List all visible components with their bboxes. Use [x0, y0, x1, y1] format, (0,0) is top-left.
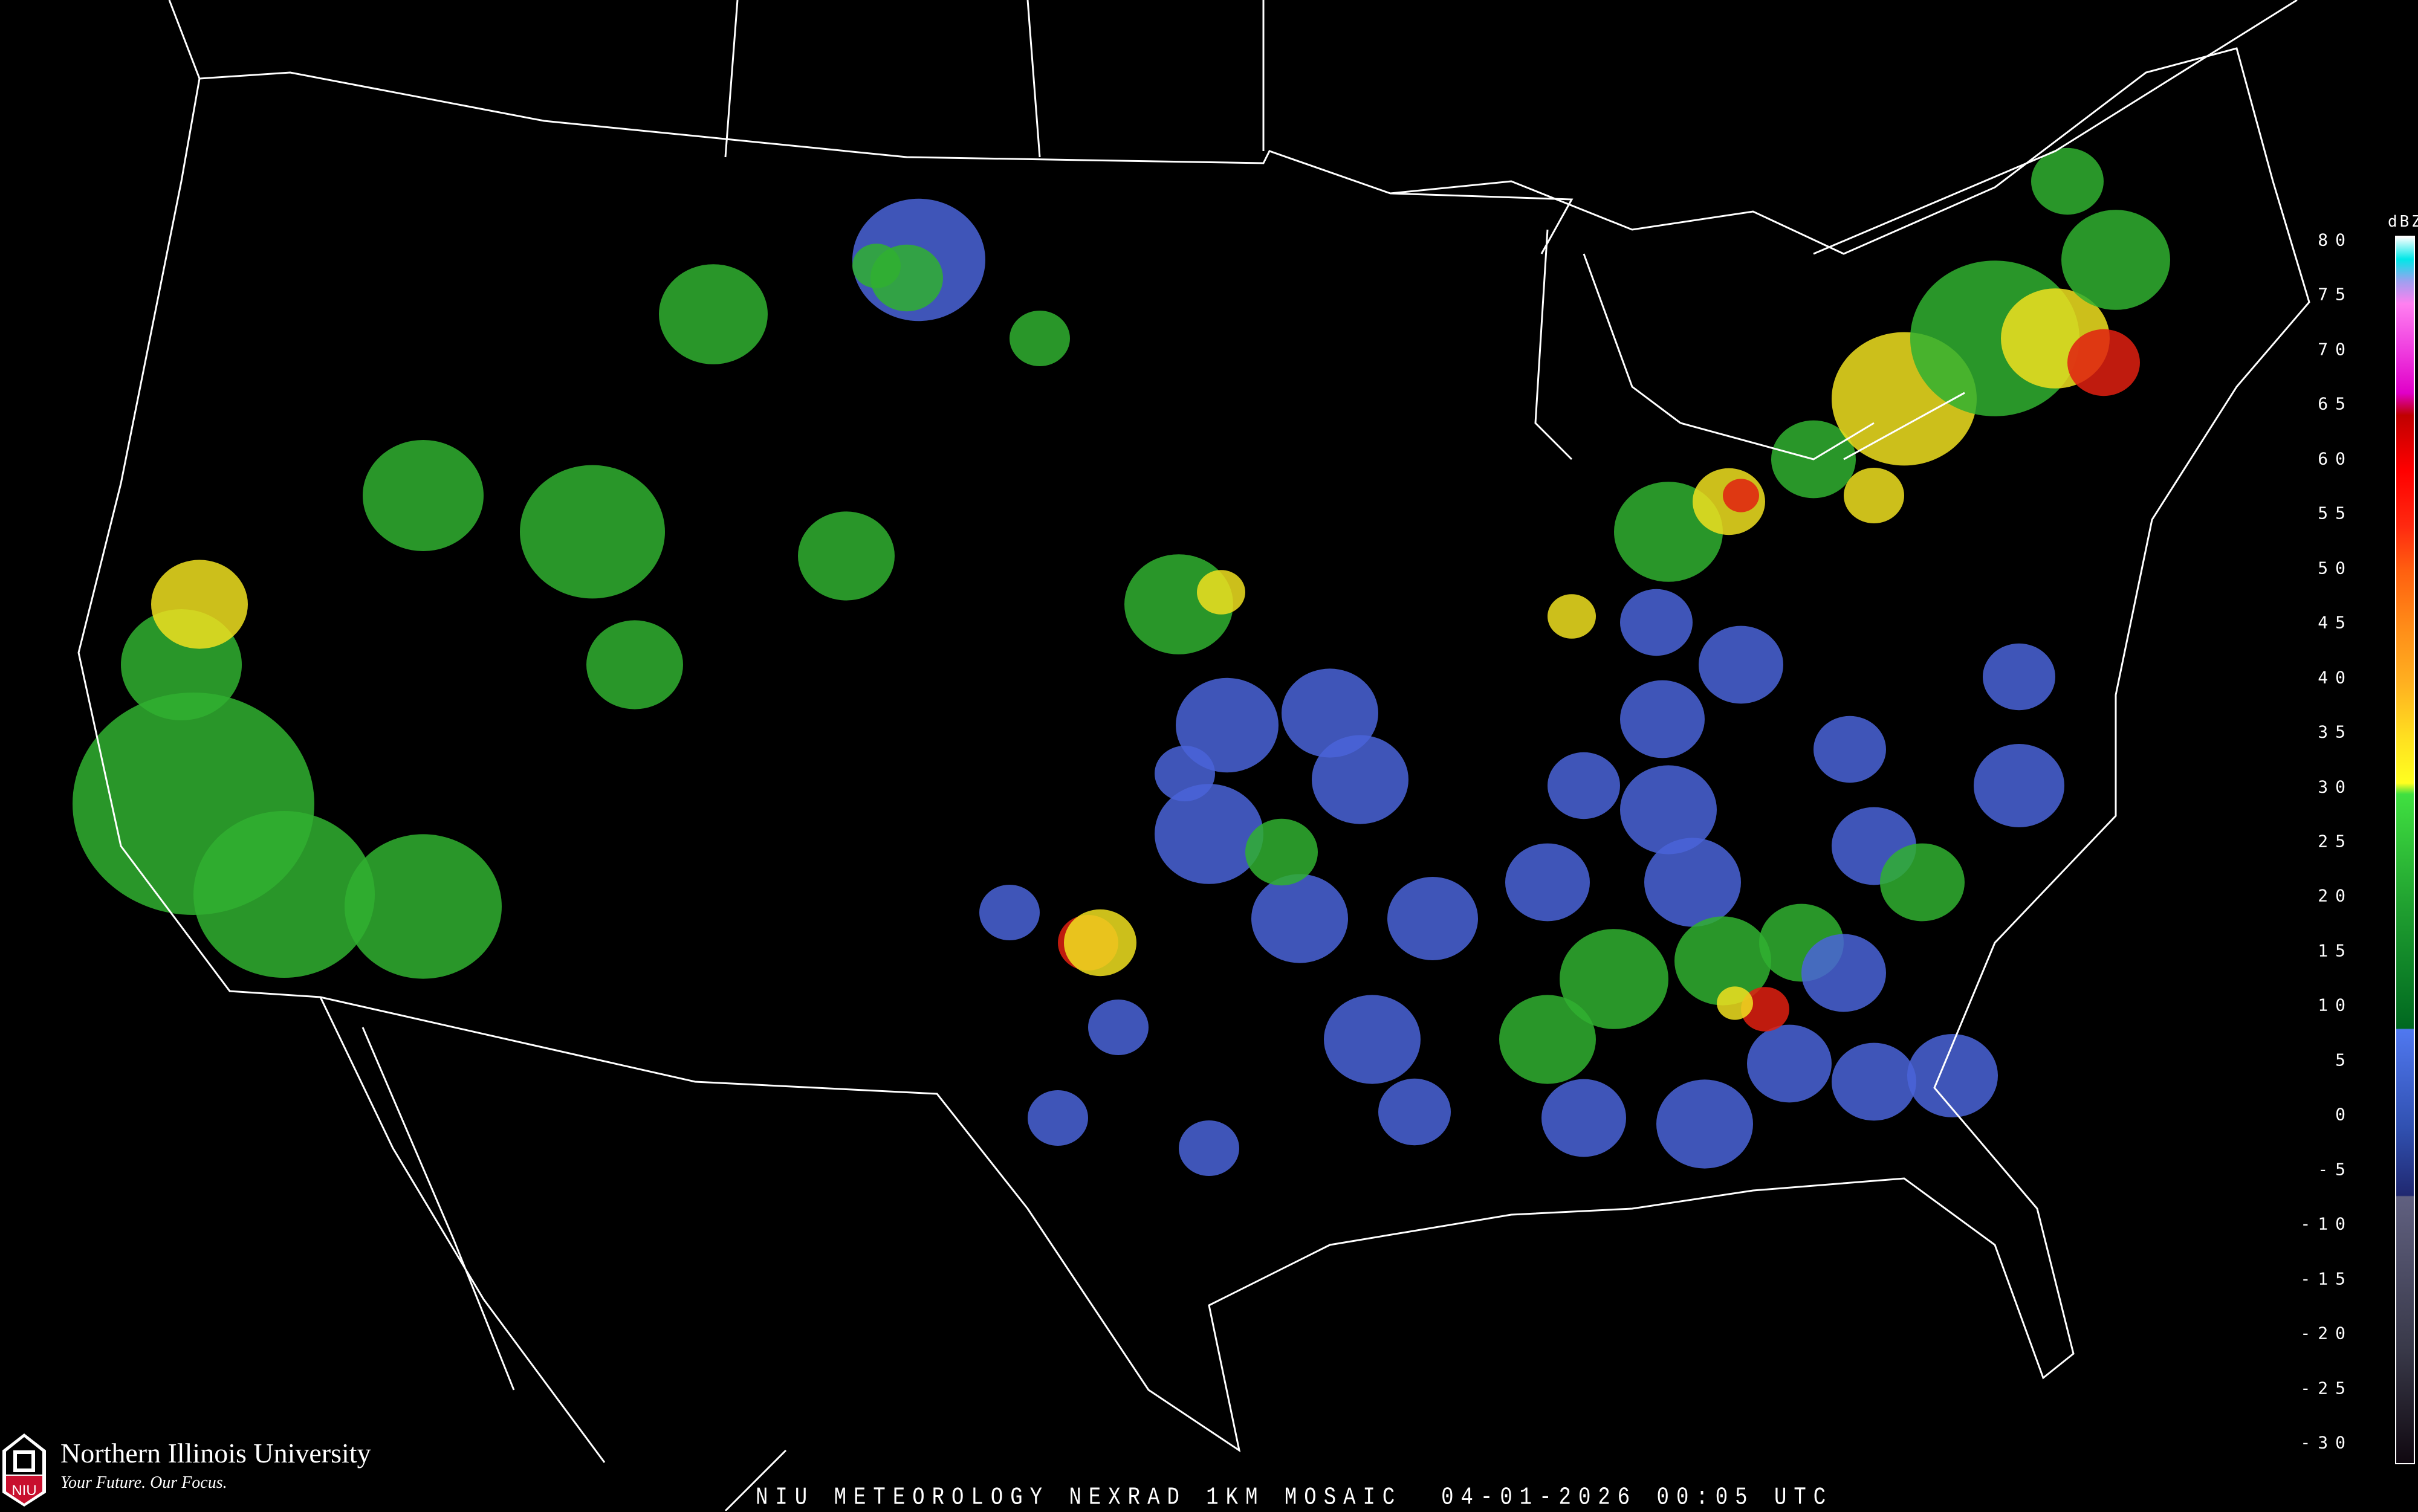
- legend-tick-label: -25: [2300, 1378, 2353, 1398]
- radar-echoes: [73, 147, 2170, 1176]
- radar-echo: [1699, 625, 1783, 704]
- radar-echo: [1801, 934, 1886, 1012]
- us-boundary: [77, 47, 2310, 1453]
- map-caption: NIU METEOROLOGY NEXRAD 1KM MOSAIC 04-01-…: [756, 1484, 1833, 1512]
- radar-echo: [1548, 752, 1620, 819]
- legend-tick-label: 15: [2318, 940, 2353, 961]
- legend-tick-label: 75: [2318, 284, 2353, 305]
- radar-echo: [1179, 1120, 1239, 1176]
- radar-echo: [1907, 1034, 1998, 1117]
- radar-echo: [1741, 987, 1789, 1032]
- radar-echo: [1620, 765, 1717, 855]
- legend-tick-label: 70: [2318, 339, 2353, 360]
- radar-echo: [586, 620, 683, 709]
- legend-tick-label: 40: [2318, 667, 2353, 688]
- radar-echo: [1983, 643, 2055, 711]
- radar-echo: [1620, 589, 1693, 656]
- great-lakes: [1390, 192, 1965, 460]
- legend-tick-label: 45: [2318, 612, 2353, 633]
- radar-echo: [1387, 877, 1478, 960]
- radar-echo: [2067, 329, 2140, 396]
- legend-tick-label: -30: [2300, 1432, 2353, 1453]
- radar-echo: [1499, 995, 1596, 1084]
- legend-tick-label: 55: [2318, 503, 2353, 523]
- radar-echo: [1747, 1024, 1832, 1103]
- radar-echo: [1620, 680, 1705, 758]
- radar-echo: [1197, 570, 1245, 615]
- radar-echo: [798, 511, 895, 601]
- radar-echo: [1155, 746, 1215, 801]
- legend-tick-label: -10: [2300, 1213, 2353, 1234]
- radar-echo: [1717, 986, 1753, 1020]
- university-tagline: Your Future. Our Focus.: [60, 1473, 227, 1492]
- radar-echo: [1282, 668, 1378, 758]
- radar-echo: [1324, 995, 1421, 1084]
- radar-echo: [852, 244, 901, 288]
- radar-echo: [1028, 1090, 1088, 1146]
- legend-tick-label: 10: [2318, 995, 2353, 1015]
- legend-tick-label: 5: [2335, 1050, 2353, 1070]
- university-name: Northern Illinois University: [60, 1438, 371, 1468]
- radar-echo: [345, 834, 502, 979]
- radar-echo: [1656, 1079, 1753, 1169]
- radar-echo: [193, 811, 375, 978]
- radar-echo: [1245, 818, 1318, 886]
- legend-tick-label: 50: [2318, 558, 2353, 578]
- radar-echo: [1155, 784, 1263, 884]
- radar-echo: [1880, 843, 1965, 922]
- legend-tick-label: -15: [2300, 1268, 2353, 1289]
- radar-echo: [1176, 677, 1279, 773]
- mexico-coast: [319, 997, 787, 1511]
- radar-echo: [979, 885, 1040, 940]
- radar-echo: [1505, 843, 1590, 922]
- dbz-color-scale: [2395, 236, 2415, 1464]
- radar-echo: [659, 264, 768, 364]
- radar-echo: [1723, 479, 1759, 512]
- legend-unit-label: dBZ: [2388, 213, 2418, 231]
- legend-tick-label: 35: [2318, 722, 2353, 742]
- canada-outline: [168, 0, 2298, 255]
- legend-tick-label: -20: [2300, 1323, 2353, 1343]
- radar-echo: [1312, 735, 1408, 824]
- radar-echo: [2031, 147, 2104, 215]
- radar-echo: [1974, 744, 2064, 827]
- radar-echo: [1560, 929, 1668, 1029]
- radar-echo: [1844, 468, 1904, 523]
- radar-echo: [520, 465, 665, 599]
- radar-echo: [1251, 874, 1348, 963]
- radar-echo: [1832, 1042, 1916, 1121]
- radar-echo: [1674, 916, 1771, 1006]
- legend-tick-label: 30: [2318, 777, 2353, 797]
- radar-echo: [1010, 311, 1070, 366]
- svg-text:NIU: NIU: [11, 1482, 36, 1499]
- radar-echo: [1548, 594, 1596, 639]
- legend-tick-label: -5: [2318, 1159, 2353, 1180]
- legend-tick-label: 20: [2318, 885, 2353, 906]
- radar-echo: [1088, 1000, 1149, 1055]
- niu-logo: NIU: [2, 1433, 46, 1507]
- legend-tick-label: 65: [2318, 393, 2353, 414]
- legend-tick-label: 60: [2318, 448, 2353, 469]
- legend-tick-label: 25: [2318, 831, 2353, 851]
- legend-tick-label: 0: [2335, 1104, 2353, 1125]
- legend-tick-label: 80: [2318, 230, 2353, 250]
- radar-echo: [1064, 909, 1136, 977]
- radar-echo: [2061, 210, 2170, 310]
- radar-echo: [151, 560, 248, 649]
- radar-echo: [1814, 716, 1886, 783]
- radar-echo: [1644, 838, 1741, 927]
- radar-echo: [363, 440, 484, 551]
- radar-echo: [1541, 1079, 1626, 1157]
- radar-echo: [1378, 1078, 1451, 1146]
